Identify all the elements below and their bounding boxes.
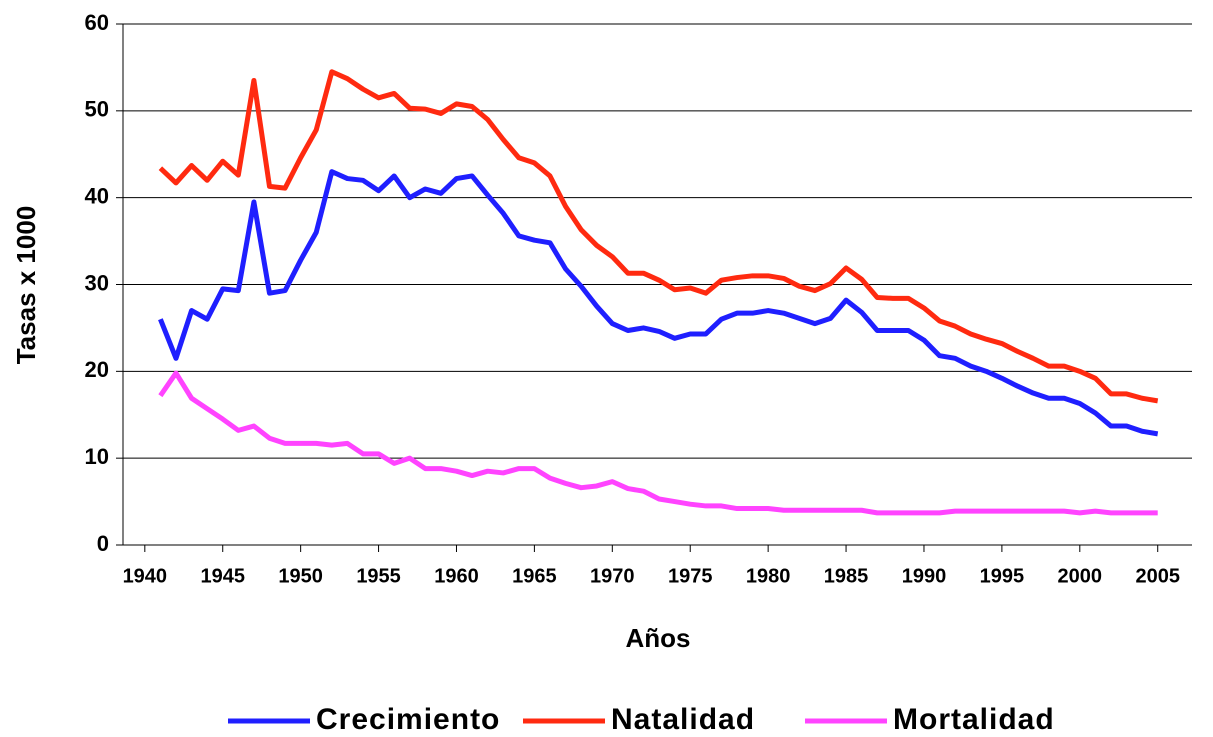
series-line [158, 370, 1158, 516]
x-tick-label: 2000 [1058, 565, 1103, 587]
y-tick-label: 20 [85, 357, 109, 382]
y-tick-label: 40 [85, 183, 109, 208]
x-axis-label: Años [626, 623, 691, 653]
y-axis-label: Tasas x 1000 [11, 206, 41, 365]
x-tick-label: 1980 [746, 565, 791, 587]
x-tick-label: 1940 [123, 565, 168, 587]
x-tick-label: 1995 [980, 565, 1025, 587]
legend-label: Natalidad [611, 703, 755, 736]
legend-label: Mortalidad [893, 703, 1055, 736]
legend-label: Crecimiento [316, 703, 500, 736]
x-tick-label: 1990 [902, 565, 947, 587]
series-line [158, 169, 1159, 437]
x-tick-label: 1945 [200, 565, 245, 587]
x-tick-label: 1985 [824, 565, 869, 587]
x-tick-label: 1955 [356, 565, 401, 587]
y-tick-label: 30 [85, 270, 109, 295]
x-tick-label: 1970 [590, 565, 635, 587]
y-tick-label: 10 [85, 444, 109, 469]
y-tick-label: 50 [85, 97, 109, 122]
x-tick-label: 2005 [1135, 565, 1180, 587]
x-tick-label: 1950 [278, 565, 323, 587]
x-tick-label: 1965 [512, 565, 557, 587]
x-tick-label: 1960 [434, 565, 479, 587]
series-line [158, 69, 1159, 404]
y-tick-label: 0 [97, 531, 109, 556]
x-tick-label: 1975 [668, 565, 713, 587]
y-tick-label: 60 [85, 10, 109, 35]
